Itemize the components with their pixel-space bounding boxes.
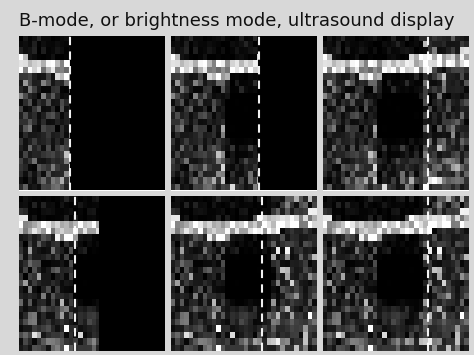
Text: B-mode, or brightness mode, ultrasound display: B-mode, or brightness mode, ultrasound d… (19, 12, 455, 31)
